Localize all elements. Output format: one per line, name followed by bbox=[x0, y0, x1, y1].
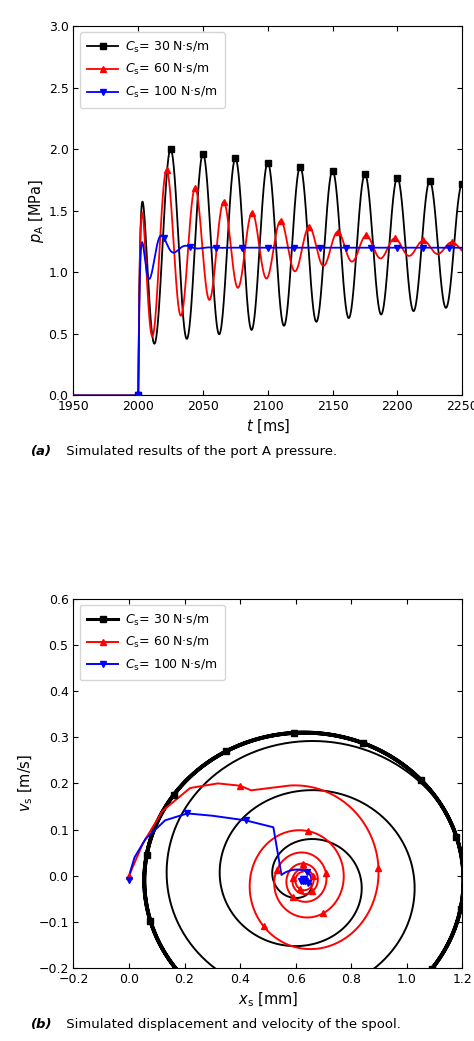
Text: (a): (a) bbox=[31, 446, 52, 458]
Legend: $C_\mathrm{s}$= 30 N·s/m, $C_\mathrm{s}$= 60 N·s/m, $C_\mathrm{s}$= 100 N·s/m: $C_\mathrm{s}$= 30 N·s/m, $C_\mathrm{s}$… bbox=[80, 605, 225, 680]
Y-axis label: $v_{\mathrm{s}}$ [m/s]: $v_{\mathrm{s}}$ [m/s] bbox=[17, 755, 36, 812]
X-axis label: $t$ [ms]: $t$ [ms] bbox=[246, 417, 290, 435]
X-axis label: $x_{\mathrm{s}}$ [mm]: $x_{\mathrm{s}}$ [mm] bbox=[238, 990, 298, 1009]
Text: Simulated displacement and velocity of the spool.: Simulated displacement and velocity of t… bbox=[62, 1018, 401, 1031]
Y-axis label: $p_{\mathrm{A}}$ [MPa]: $p_{\mathrm{A}}$ [MPa] bbox=[27, 179, 46, 243]
Text: Simulated results of the port A pressure.: Simulated results of the port A pressure… bbox=[62, 446, 337, 458]
Text: (b): (b) bbox=[31, 1018, 52, 1031]
Legend: $C_\mathrm{s}$= 30 N·s/m, $C_\mathrm{s}$= 60 N·s/m, $C_\mathrm{s}$= 100 N·s/m: $C_\mathrm{s}$= 30 N·s/m, $C_\mathrm{s}$… bbox=[80, 32, 225, 107]
